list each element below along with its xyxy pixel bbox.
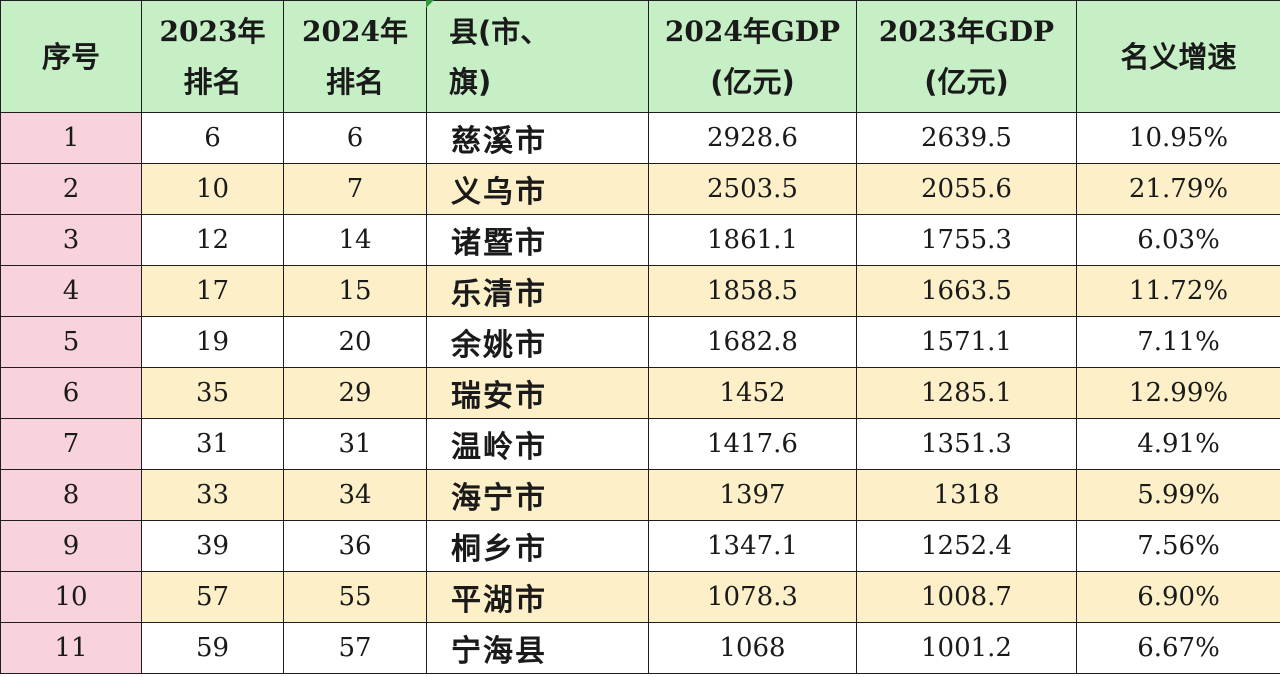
cell-gdp-2024: 1858.5 xyxy=(648,265,857,317)
cell-gdp-2024: 1682.8 xyxy=(648,316,857,368)
cell-growth: 6.67% xyxy=(1076,622,1280,674)
cell-rank-2023: 57 xyxy=(141,571,284,623)
cell-rank-2023: 12 xyxy=(141,214,284,266)
cell-index: 4 xyxy=(0,265,142,317)
table-row: 2 10 7 义乌市 2503.5 2055.6 21.79% xyxy=(0,163,1280,215)
cell-index: 6 xyxy=(0,367,142,419)
cell-rank-2023: 59 xyxy=(141,622,284,674)
table-row: 1 6 6 慈溪市 2928.6 2639.5 10.95% xyxy=(0,112,1280,164)
cell-gdp-2023: 1008.7 xyxy=(856,571,1077,623)
cell-index: 5 xyxy=(0,316,142,368)
cell-county: 余姚市 xyxy=(426,316,649,368)
cell-growth: 7.56% xyxy=(1076,520,1280,572)
cell-growth: 21.79% xyxy=(1076,163,1280,215)
cell-growth: 10.95% xyxy=(1076,112,1280,164)
cell-gdp-2024: 1068 xyxy=(648,622,857,674)
cell-growth: 6.03% xyxy=(1076,214,1280,266)
cell-gdp-2024: 2928.6 xyxy=(648,112,857,164)
cell-gdp-2023: 1571.1 xyxy=(856,316,1077,368)
cell-county: 海宁市 xyxy=(426,469,649,521)
cell-rank-2024: 57 xyxy=(283,622,427,674)
cell-rank-2023: 10 xyxy=(141,163,284,215)
cell-rank-2024: 6 xyxy=(283,112,427,164)
cell-rank-2023: 17 xyxy=(141,265,284,317)
cell-rank-2023: 39 xyxy=(141,520,284,572)
cell-growth: 6.90% xyxy=(1076,571,1280,623)
cell-rank-2024: 34 xyxy=(283,469,427,521)
cell-gdp-2023: 1318 xyxy=(856,469,1077,521)
cell-index: 8 xyxy=(0,469,142,521)
cell-rank-2023: 33 xyxy=(141,469,284,521)
cell-county: 温岭市 xyxy=(426,418,649,470)
header-rank-2024: 2024年 排名 xyxy=(283,0,427,113)
cell-growth: 7.11% xyxy=(1076,316,1280,368)
header-gdp-2024: 2024年GDP (亿元) xyxy=(648,0,857,113)
table-row: 8 33 34 海宁市 1397 1318 5.99% xyxy=(0,469,1280,521)
cell-gdp-2024: 1078.3 xyxy=(648,571,857,623)
cell-gdp-2023: 2055.6 xyxy=(856,163,1077,215)
cell-rank-2024: 29 xyxy=(283,367,427,419)
cell-index: 1 xyxy=(0,112,142,164)
table-row: 4 17 15 乐清市 1858.5 1663.5 11.72% xyxy=(0,265,1280,317)
cell-rank-2023: 19 xyxy=(141,316,284,368)
cell-county: 诸暨市 xyxy=(426,214,649,266)
cell-growth: 11.72% xyxy=(1076,265,1280,317)
cell-growth: 4.91% xyxy=(1076,418,1280,470)
cell-index: 2 xyxy=(0,163,142,215)
cell-gdp-2024: 2503.5 xyxy=(648,163,857,215)
cell-index: 3 xyxy=(0,214,142,266)
cell-rank-2024: 55 xyxy=(283,571,427,623)
cell-rank-2024: 31 xyxy=(283,418,427,470)
header-row: 序号 2023年 排名 2024年 排名 县(市、 旗) 2024年GDP (亿元) 2… xyxy=(0,0,1280,113)
cell-gdp-2023: 1351.3 xyxy=(856,418,1077,470)
cell-gdp-2024: 1452 xyxy=(648,367,857,419)
table-row: 5 19 20 余姚市 1682.8 1571.1 7.11% xyxy=(0,316,1280,368)
header-index: 序号 xyxy=(0,0,142,113)
cell-rank-2024: 36 xyxy=(283,520,427,572)
cell-county: 慈溪市 xyxy=(426,112,649,164)
cell-rank-2023: 6 xyxy=(141,112,284,164)
cell-index: 10 xyxy=(0,571,142,623)
cell-rank-2024: 20 xyxy=(283,316,427,368)
header-gdp-2023: 2023年GDP (亿元) xyxy=(856,0,1077,113)
header-growth: 名义增速 xyxy=(1076,0,1280,113)
table-row: 3 12 14 诸暨市 1861.1 1755.3 6.03% xyxy=(0,214,1280,266)
cell-index: 11 xyxy=(0,622,142,674)
cell-county: 平湖市 xyxy=(426,571,649,623)
cell-gdp-2023: 1285.1 xyxy=(856,367,1077,419)
cell-gdp-2024: 1417.6 xyxy=(648,418,857,470)
cell-county: 瑞安市 xyxy=(426,367,649,419)
cell-gdp-2023: 1663.5 xyxy=(856,265,1077,317)
cell-index: 9 xyxy=(0,520,142,572)
table-row: 11 59 57 宁海县 1068 1001.2 6.67% xyxy=(0,622,1280,674)
cell-rank-2024: 15 xyxy=(283,265,427,317)
comment-indicator-icon xyxy=(426,0,434,8)
cell-county: 宁海县 xyxy=(426,622,649,674)
cell-gdp-2023: 1001.2 xyxy=(856,622,1077,674)
table-row: 7 31 31 温岭市 1417.6 1351.3 4.91% xyxy=(0,418,1280,470)
cell-gdp-2024: 1397 xyxy=(648,469,857,521)
cell-county: 乐清市 xyxy=(426,265,649,317)
cell-gdp-2024: 1861.1 xyxy=(648,214,857,266)
cell-gdp-2023: 1252.4 xyxy=(856,520,1077,572)
cell-rank-2023: 31 xyxy=(141,418,284,470)
cell-rank-2023: 35 xyxy=(141,367,284,419)
cell-growth: 5.99% xyxy=(1076,469,1280,521)
cell-county: 桐乡市 xyxy=(426,520,649,572)
cell-index: 7 xyxy=(0,418,142,470)
table-row: 10 57 55 平湖市 1078.3 1008.7 6.90% xyxy=(0,571,1280,623)
header-rank-2023: 2023年 排名 xyxy=(141,0,284,113)
table-row: 9 39 36 桐乡市 1347.1 1252.4 7.56% xyxy=(0,520,1280,572)
cell-rank-2024: 7 xyxy=(283,163,427,215)
table-row: 6 35 29 瑞安市 1452 1285.1 12.99% xyxy=(0,367,1280,419)
cell-rank-2024: 14 xyxy=(283,214,427,266)
header-county: 县(市、 旗) xyxy=(426,0,649,113)
cell-gdp-2024: 1347.1 xyxy=(648,520,857,572)
cell-gdp-2023: 1755.3 xyxy=(856,214,1077,266)
cell-gdp-2023: 2639.5 xyxy=(856,112,1077,164)
cell-county: 义乌市 xyxy=(426,163,649,215)
cell-growth: 12.99% xyxy=(1076,367,1280,419)
